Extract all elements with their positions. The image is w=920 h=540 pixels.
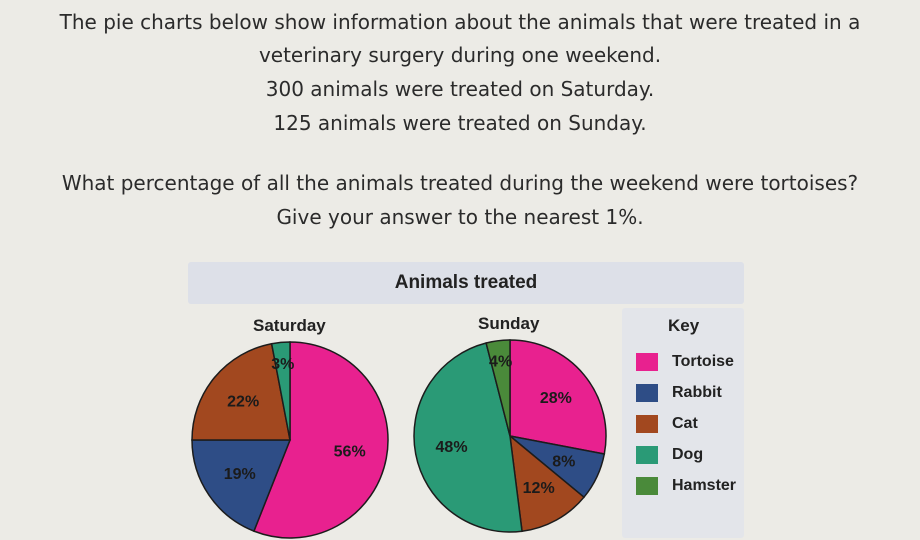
sunday-count-text: 125 animals were treated on Sunday. [273,111,647,135]
saturday-label-dog: 3% [271,356,294,373]
key-swatch-rabbit [636,384,658,402]
key-swatch-cat [636,415,658,433]
question-intro-line-2: veterinary surgery during one weekend. [258,43,662,67]
key-item-rabbit: Rabbit [636,382,722,404]
sunday-label-hamster: 4% [489,354,512,371]
question-intro-line-1: The pie charts below show information ab… [59,10,861,34]
sunday-pie-label: Sunday [478,314,540,333]
saturday-slice-tortoise [252,341,389,539]
saturday-label-cat: 22% [227,393,259,410]
key-label-hamster: Hamster [672,477,737,494]
chart-title: Animals treated [188,262,744,304]
key-item-dog: Dog [636,444,703,466]
saturday-slice-rabbit [191,439,292,533]
key-label-rabbit: Rabbit [672,384,722,401]
key-swatch-tortoise [636,353,658,371]
key-item-cat: Cat [636,413,698,435]
sunday-slice-cat [509,434,586,533]
key-item-tortoise: Tortoise [636,351,734,373]
saturday-slice-cat [191,342,291,441]
saturday-pie-label: Saturday [253,316,326,335]
saturday-label-tortoise: 56% [334,443,366,460]
saturday-count-text: 300 animals were treated on Saturday. [265,77,655,101]
key-swatch-dog [636,446,658,464]
sunday-label-dog: 48% [436,439,468,456]
saturday-slice-dog [270,341,291,441]
key-item-hamster: Hamster [636,475,736,497]
key-label-cat: Cat [672,415,698,432]
key-label-tortoise: Tortoise [672,353,734,370]
sunday-label-cat: 12% [523,480,555,497]
sunday-slice-dog [413,342,523,533]
key-label-dog: Dog [672,446,704,463]
sunday-slice-tortoise [509,339,607,455]
rounding-instruction: Give your answer to the nearest 1%. [276,205,644,229]
sunday-slice-hamster [485,339,511,437]
sunday-label-tortoise: 28% [540,390,572,407]
saturday-label-rabbit: 19% [224,466,256,483]
key-title: Key [668,316,700,335]
question-prompt: What percentage of all the animals treat… [61,171,859,195]
sunday-label-rabbit: 8% [552,453,575,470]
key-swatch-hamster [636,477,658,495]
